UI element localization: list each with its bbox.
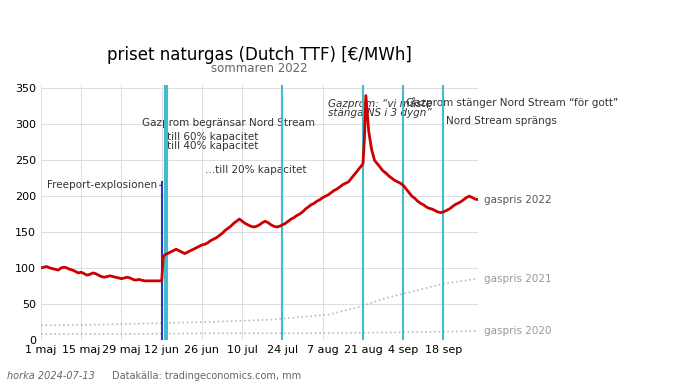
Text: gaspris 2021: gaspris 2021 — [484, 274, 552, 284]
Text: Gazprom begränsar Nord Stream: Gazprom begränsar Nord Stream — [141, 118, 314, 128]
Text: Gazprom: “vi måste: Gazprom: “vi måste — [328, 97, 433, 109]
Text: Freeport-explosionen: Freeport-explosionen — [47, 180, 162, 190]
Text: stänga NS i 3 dygn”: stänga NS i 3 dygn” — [328, 108, 432, 118]
Text: Gazprom stänger Nord Stream “för gott”: Gazprom stänger Nord Stream “för gott” — [406, 98, 618, 108]
Text: gaspris 2022: gaspris 2022 — [484, 195, 552, 205]
Text: Nord Stream sprängs: Nord Stream sprängs — [447, 116, 557, 126]
Title: priset naturgas (Dutch TTF) [€/MWh]: priset naturgas (Dutch TTF) [€/MWh] — [107, 46, 412, 64]
Text: horka 2024-07-13: horka 2024-07-13 — [7, 371, 95, 381]
Text: gaspris 2020: gaspris 2020 — [484, 326, 551, 336]
Text: till 60% kapacitet: till 60% kapacitet — [167, 132, 259, 142]
Text: sommaren 2022: sommaren 2022 — [211, 62, 308, 75]
Text: ...till 20% kapacitet: ...till 20% kapacitet — [205, 164, 307, 174]
Text: Datakälla: tradingeconomics.com, mm: Datakälla: tradingeconomics.com, mm — [112, 371, 301, 381]
Text: till 40% kapacitet: till 40% kapacitet — [167, 141, 259, 151]
